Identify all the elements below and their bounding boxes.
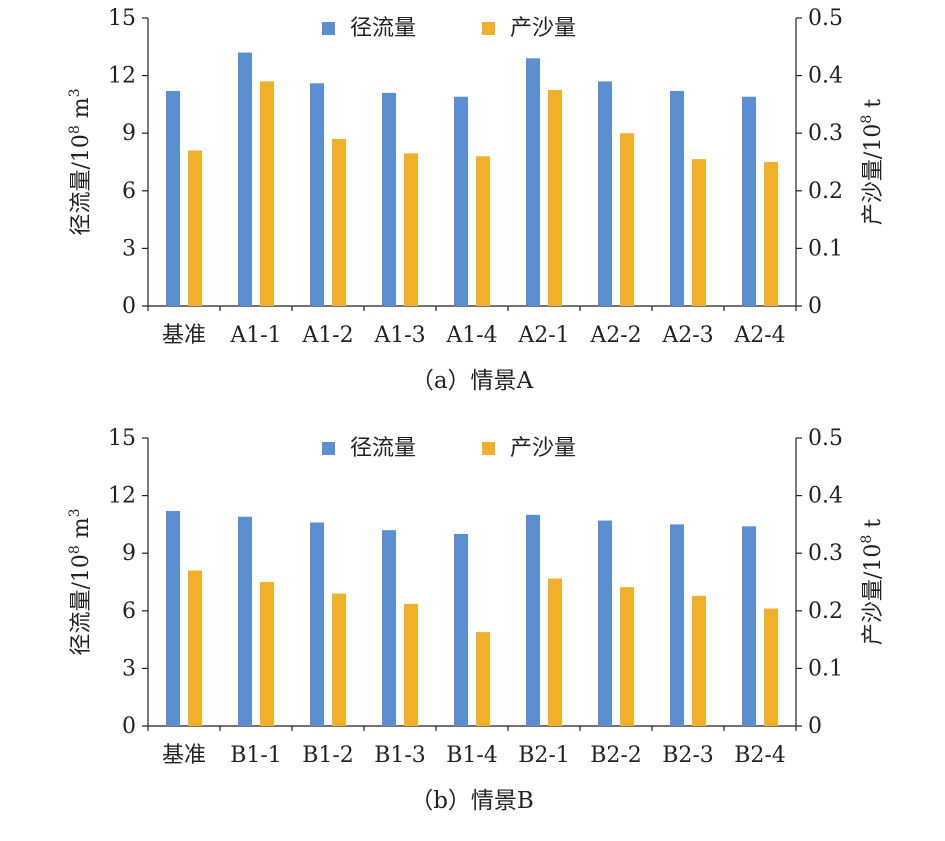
y-axis-title-left: 径流量/108 m3 — [67, 508, 94, 655]
left-tick-label: 6 — [122, 599, 136, 624]
bar-runoff — [742, 96, 756, 306]
left-tick-label: 15 — [108, 6, 136, 31]
bar-sediment — [260, 582, 274, 726]
right-tick-label: 0.1 — [808, 236, 843, 261]
category-label: B1-3 — [374, 743, 426, 768]
right-tick-label: 0.4 — [808, 484, 843, 509]
right-tick-label: 0.1 — [808, 656, 843, 681]
category-label: A1-3 — [373, 323, 425, 348]
category-label: A1-4 — [445, 323, 497, 348]
bar-sediment — [692, 595, 706, 726]
y-axis-title-right: 产沙量/108 t — [859, 99, 886, 225]
category-label: 基准 — [162, 323, 206, 348]
bar-sediment — [764, 162, 778, 306]
bar-sediment — [548, 578, 562, 726]
legend-label: 径流量 — [350, 436, 416, 461]
bar-sediment — [548, 90, 562, 306]
category-label: B1-1 — [230, 743, 282, 768]
category-label: A2-2 — [589, 323, 641, 348]
bar-runoff — [310, 83, 324, 306]
bar-runoff — [670, 90, 684, 307]
bar-sediment — [188, 150, 202, 306]
bar-sediment — [404, 603, 418, 726]
category-label: A2-3 — [661, 323, 713, 348]
bar-sediment — [332, 138, 346, 306]
bar-sediment — [476, 156, 490, 306]
bar-sediment — [620, 133, 634, 306]
bar-sediment — [692, 159, 706, 306]
right-tick-label: 0.2 — [808, 179, 843, 204]
bar-runoff — [166, 510, 180, 726]
bar-sediment — [188, 570, 202, 726]
bar-sediment — [404, 153, 418, 306]
bar-sediment — [332, 593, 346, 726]
category-label: B2-1 — [518, 743, 570, 768]
bar-runoff — [454, 96, 468, 306]
category-label: A1-2 — [301, 323, 353, 348]
bar-runoff — [742, 526, 756, 726]
right-tick-label: 0.5 — [808, 6, 843, 31]
category-label: A1-1 — [229, 323, 281, 348]
category-label: B2-4 — [734, 743, 786, 768]
bar-runoff — [598, 520, 612, 726]
right-tick-label: 0.4 — [808, 64, 843, 89]
left-tick-label: 3 — [122, 236, 136, 261]
bar-runoff — [166, 90, 180, 307]
legend-swatch — [322, 442, 335, 455]
panel-caption: （b）情景B — [410, 788, 534, 814]
bar-runoff — [454, 534, 468, 726]
left-tick-label: 0 — [122, 714, 136, 739]
bar-runoff — [526, 58, 540, 306]
left-tick-label: 0 — [122, 294, 136, 319]
category-label: B1-2 — [302, 743, 354, 768]
chart-panel-a: 0 3 6 9 12 15 0 0.1 0.2 0.3 0.4 0.5 基准 A1-1 A1-2 A1-3 A1… — [67, 6, 886, 394]
left-tick-label: 15 — [108, 426, 136, 451]
legend: 径流量 产沙量 — [322, 436, 576, 461]
right-tick-label: 0.5 — [808, 426, 843, 451]
legend-swatch — [482, 22, 495, 35]
legend-label: 径流量 — [350, 16, 416, 41]
category-label: B2-2 — [590, 743, 642, 768]
bar-runoff — [382, 92, 396, 306]
right-tick-label: 0 — [808, 714, 822, 739]
right-tick-label: 0.3 — [808, 541, 843, 566]
legend-swatch — [482, 442, 495, 455]
category-label: 基准 — [162, 743, 206, 768]
bar-sediment — [260, 81, 274, 306]
right-tick-label: 0.2 — [808, 599, 843, 624]
right-tick-label: 0.3 — [808, 121, 843, 146]
left-tick-label: 9 — [122, 541, 136, 566]
category-label: B2-3 — [662, 743, 714, 768]
right-tick-label: 0 — [808, 294, 822, 319]
left-tick-label: 12 — [108, 484, 136, 509]
bar-sediment — [764, 608, 778, 726]
category-label: B1-4 — [446, 743, 498, 768]
bar-runoff — [670, 524, 684, 726]
y-axis-title-right: 产沙量/108 t — [859, 519, 886, 645]
legend-swatch — [322, 22, 335, 35]
left-tick-label: 12 — [108, 64, 136, 89]
bar-runoff — [598, 81, 612, 306]
left-tick-label: 9 — [122, 121, 136, 146]
bar-runoff — [238, 52, 252, 307]
chart-panel-b: 0 3 6 9 12 15 0 0.1 0.2 0.3 0.4 0.5 基准 B1-1 B1-2 B1-3 B1… — [67, 426, 886, 814]
left-tick-label: 3 — [122, 656, 136, 681]
category-label: A2-4 — [733, 323, 785, 348]
left-tick-label: 6 — [122, 179, 136, 204]
bar-runoff — [310, 522, 324, 726]
bar-runoff — [238, 516, 252, 726]
panel-caption: （a）情景A — [411, 368, 534, 394]
y-axis-title-left: 径流量/108 m3 — [67, 88, 94, 235]
bar-sediment — [476, 632, 490, 726]
category-label: A2-1 — [517, 323, 569, 348]
bar-runoff — [526, 514, 540, 726]
bar-sediment — [620, 587, 634, 726]
legend-label: 产沙量 — [510, 436, 576, 461]
legend: 径流量 产沙量 — [322, 16, 576, 41]
bar-runoff — [382, 530, 396, 726]
legend-label: 产沙量 — [510, 16, 576, 41]
